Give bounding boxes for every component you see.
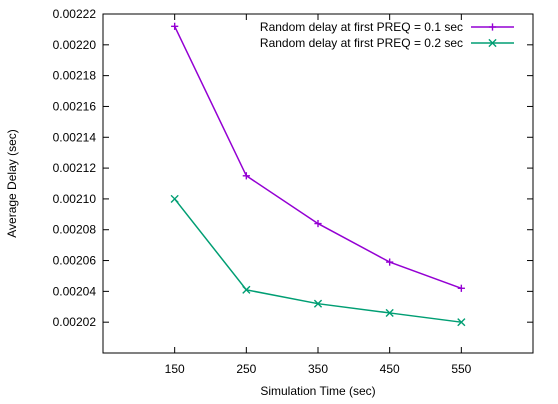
x-tick-label: 350 bbox=[308, 362, 328, 376]
legend: Random delay at first PREQ = 0.1 sec Rand… bbox=[260, 20, 514, 50]
x-tick-label: 450 bbox=[380, 362, 400, 376]
series-2-point bbox=[170, 194, 179, 204]
legend-label-1: Random delay at first PREQ = 0.1 sec bbox=[260, 20, 463, 34]
series-1-point bbox=[171, 22, 179, 30]
tick-labels: 0.00202 0.00204 0.00206 0.00208 0.00210 0.002… bbox=[53, 7, 533, 376]
series-2-point bbox=[242, 285, 251, 294]
y-tick-label: 0.00222 bbox=[53, 7, 97, 21]
y-tick-label: 0.00202 bbox=[53, 315, 97, 329]
series-2-point bbox=[385, 308, 394, 318]
y-tick-label: 0.00218 bbox=[53, 69, 97, 83]
y-tick-label: 0.00210 bbox=[53, 192, 97, 206]
legend-marker-2 bbox=[488, 38, 497, 48]
x-tick-label: 250 bbox=[236, 362, 256, 376]
series-2-point bbox=[457, 318, 466, 327]
series-layer bbox=[170, 22, 466, 327]
y-tick-label: 0.00212 bbox=[53, 161, 97, 175]
series-1-point bbox=[314, 219, 322, 228]
y-tick-label: 0.00206 bbox=[53, 254, 97, 268]
series-1-point bbox=[386, 258, 394, 266]
series-1-point bbox=[457, 284, 465, 292]
y-tick-label: 0.00220 bbox=[53, 38, 97, 52]
series-1-line bbox=[173, 26, 462, 289]
series-1-point bbox=[242, 172, 250, 180]
y-tick-label: 0.00208 bbox=[53, 223, 97, 237]
plot-frame bbox=[102, 13, 534, 354]
x-axis-label: Simulation Time (sec) bbox=[260, 384, 375, 398]
y-tick-label: 0.00216 bbox=[53, 99, 97, 113]
legend-label-2: Random delay at first PREQ = 0.2 sec bbox=[260, 36, 463, 50]
y-tick-label: 0.00204 bbox=[53, 284, 97, 298]
legend-marker-1 bbox=[488, 23, 497, 31]
y-tick-label: 0.00214 bbox=[53, 130, 97, 144]
series-2-point bbox=[313, 299, 323, 308]
x-tick-label: 150 bbox=[165, 362, 185, 376]
series-1 bbox=[171, 22, 465, 292]
series-2 bbox=[170, 194, 466, 327]
y-axis-label: Average Delay (sec) bbox=[5, 129, 19, 238]
x-tick-label: 550 bbox=[451, 362, 471, 376]
